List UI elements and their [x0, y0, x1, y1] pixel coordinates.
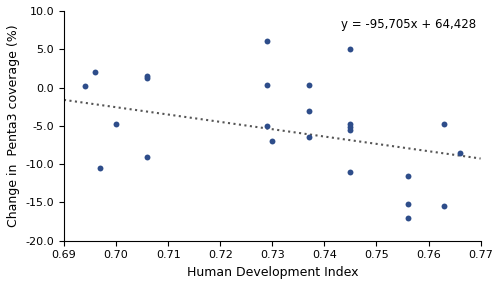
X-axis label: Human Development Index: Human Development Index — [186, 266, 358, 279]
Point — [263, 124, 271, 128]
Point — [305, 83, 313, 88]
Point — [346, 125, 354, 130]
Point — [81, 84, 89, 88]
Point — [144, 74, 152, 78]
Point — [112, 121, 120, 126]
Point — [440, 204, 448, 208]
Point — [144, 76, 152, 81]
Point — [346, 122, 354, 127]
Point — [440, 122, 448, 127]
Point — [404, 202, 411, 206]
Y-axis label: Change in  Penta3 coverage (%): Change in Penta3 coverage (%) — [7, 25, 20, 227]
Point — [305, 108, 313, 113]
Point — [404, 216, 411, 220]
Point — [144, 154, 152, 159]
Point — [268, 139, 276, 144]
Point — [404, 173, 411, 178]
Point — [346, 170, 354, 174]
Point — [456, 150, 464, 155]
Point — [263, 39, 271, 43]
Text: y = -95,705x + 64,428: y = -95,705x + 64,428 — [342, 18, 476, 31]
Point — [96, 166, 104, 170]
Point — [346, 127, 354, 132]
Point — [305, 135, 313, 140]
Point — [346, 47, 354, 51]
Point — [263, 83, 271, 88]
Point — [91, 70, 99, 75]
